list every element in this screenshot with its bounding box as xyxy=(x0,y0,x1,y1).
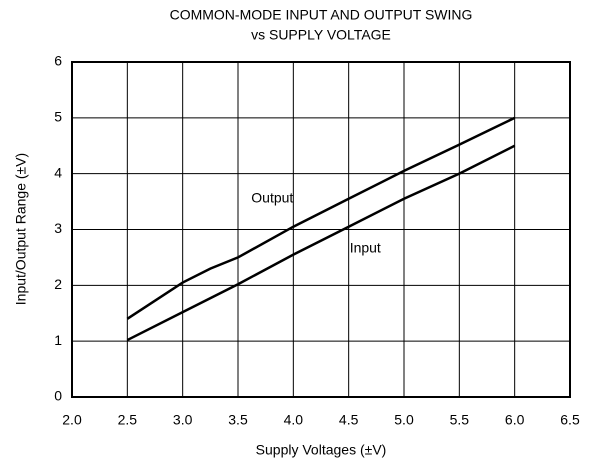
series-label: Output xyxy=(251,189,293,205)
x-tick-label: 4.0 xyxy=(284,412,304,428)
line xyxy=(126,116,516,320)
y-axis-label: Input/Output Range (±V) xyxy=(13,153,29,305)
y-tick-label: 2 xyxy=(54,276,62,292)
x-tick-label: 3.5 xyxy=(228,412,248,428)
x-tick-label: 4.5 xyxy=(339,412,359,428)
x-tick-label: 6.0 xyxy=(505,412,525,428)
chart-title: vs SUPPLY VOLTAGE xyxy=(251,27,391,43)
x-tick-label: 2.0 xyxy=(62,412,82,428)
y-tick-label: 4 xyxy=(54,164,62,180)
x-tick-label: 3.0 xyxy=(173,412,193,428)
y-tick-label: 0 xyxy=(54,388,62,404)
y-tick-label: 3 xyxy=(54,220,62,236)
x-axis-label: Supply Voltages (±V) xyxy=(256,442,387,458)
plot-frame xyxy=(71,61,571,398)
y-tick-label: 6 xyxy=(54,53,62,69)
chart-title: COMMON-MODE INPUT AND OUTPUT SWING xyxy=(170,7,473,23)
x-tick-label: 2.5 xyxy=(118,412,138,428)
x-tick-label: 5.5 xyxy=(450,412,470,428)
y-tick-label: 5 xyxy=(54,109,62,125)
line xyxy=(126,144,516,342)
series-label: Input xyxy=(350,240,381,256)
y-tick-label: 1 xyxy=(54,332,62,348)
x-tick-label: 6.5 xyxy=(560,412,580,428)
x-tick-label: 5.0 xyxy=(394,412,414,428)
